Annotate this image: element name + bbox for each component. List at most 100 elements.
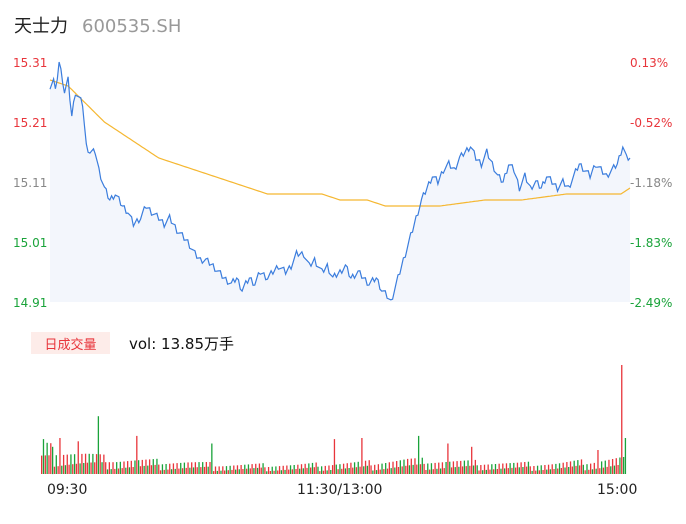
volume-bar — [443, 468, 445, 474]
volume-bar — [557, 468, 559, 474]
volume-bar — [579, 465, 581, 474]
volume-bar — [94, 462, 96, 474]
volume-bar — [505, 463, 508, 474]
volume-bar — [522, 467, 524, 474]
volume-bar — [181, 468, 184, 474]
volume-bar — [624, 438, 627, 474]
price-tick-label: 15.01 — [13, 236, 48, 250]
volume-bar — [311, 462, 314, 474]
volume-bar — [320, 466, 323, 474]
volume-bar — [511, 467, 513, 474]
volume-bar — [353, 462, 356, 474]
volume-bar — [266, 471, 268, 474]
volume-tab[interactable]: 日成交量 — [31, 332, 110, 354]
volume-bar — [299, 468, 301, 474]
volume-bar — [114, 468, 116, 474]
volume-bar — [524, 462, 526, 474]
volume-bar — [264, 467, 266, 474]
volume-bar — [480, 465, 482, 474]
volume-bar — [355, 467, 358, 474]
volume-bar — [331, 465, 334, 474]
volume-bar — [469, 465, 471, 474]
volume-bar — [233, 465, 235, 474]
volume-bar — [203, 466, 206, 474]
volume-bar — [441, 462, 444, 474]
volume-bar — [57, 466, 59, 474]
volume-bar — [81, 453, 83, 474]
volume-bar — [291, 469, 294, 474]
volume-bar — [205, 462, 207, 474]
volume-bar — [503, 468, 506, 474]
volume-bar — [286, 465, 288, 474]
volume-bar — [55, 455, 57, 474]
volume-bar — [432, 469, 434, 474]
volume-bar — [72, 464, 74, 474]
volume-bar — [401, 466, 403, 474]
volume-bar — [280, 470, 283, 474]
volume-bar — [128, 467, 131, 474]
volume-bar — [558, 463, 561, 474]
volume-bar — [50, 443, 52, 474]
price-tick-label: 15.11 — [13, 176, 48, 190]
volume-bar — [251, 464, 253, 474]
volume-bar — [169, 463, 171, 474]
volume-bar — [141, 459, 143, 474]
volume-bar — [408, 465, 411, 474]
price-tick-label: 15.21 — [13, 116, 48, 130]
volume-bar — [116, 462, 118, 474]
volume-bar — [308, 463, 310, 474]
volume-bar — [59, 438, 61, 474]
volume-bar — [202, 462, 204, 474]
volume-bar — [180, 462, 182, 474]
volume-bar — [342, 463, 345, 474]
volume-bar — [588, 469, 590, 474]
volume-bar — [449, 461, 451, 474]
volume-bar — [621, 365, 623, 474]
volume-bar — [452, 461, 455, 474]
price-tick-label: 14.91 — [13, 296, 48, 310]
volume-bar — [62, 454, 65, 474]
volume-bar — [238, 469, 240, 474]
volume-bar — [467, 460, 469, 474]
volume-bar — [390, 468, 392, 474]
volume-bar — [485, 469, 487, 474]
volume-bar — [139, 466, 142, 474]
volume-bar — [306, 467, 308, 474]
volume-bar — [130, 460, 132, 474]
volume-bar — [167, 469, 169, 474]
volume-bar — [529, 466, 531, 474]
volume-bar — [156, 458, 158, 474]
volume-bar — [568, 467, 570, 474]
volume-bar — [328, 465, 330, 474]
volume-bar — [396, 461, 398, 474]
volume-bar — [249, 468, 251, 474]
volume-bar — [374, 464, 376, 474]
volume-bar — [573, 460, 575, 474]
volume-bar — [255, 463, 257, 474]
volume-bar — [427, 463, 429, 474]
volume-bar — [476, 465, 478, 474]
volume-bar — [333, 439, 336, 474]
volume-bar — [73, 454, 76, 474]
volume-bar — [275, 466, 277, 474]
volume-bar — [185, 467, 187, 474]
volume-bar — [211, 443, 213, 474]
volume-bar — [535, 470, 537, 474]
volume-bar — [610, 466, 612, 474]
volume-bar — [606, 466, 608, 474]
volume-bar — [194, 462, 197, 474]
volume-bar — [256, 467, 259, 474]
volume-bar — [121, 468, 123, 474]
volume-bar — [191, 462, 193, 474]
volume-bar — [337, 469, 339, 474]
volume-bar — [577, 460, 579, 474]
volume-bar — [412, 464, 414, 474]
volume-bar — [159, 470, 162, 474]
pct-tick-label: -1.18% — [630, 176, 673, 190]
volume-bar — [388, 462, 390, 474]
volume-bar — [61, 465, 63, 474]
volume-bar — [176, 463, 178, 474]
volume-bar — [421, 457, 423, 474]
volume-bar — [143, 465, 145, 474]
volume-bar — [590, 463, 592, 474]
